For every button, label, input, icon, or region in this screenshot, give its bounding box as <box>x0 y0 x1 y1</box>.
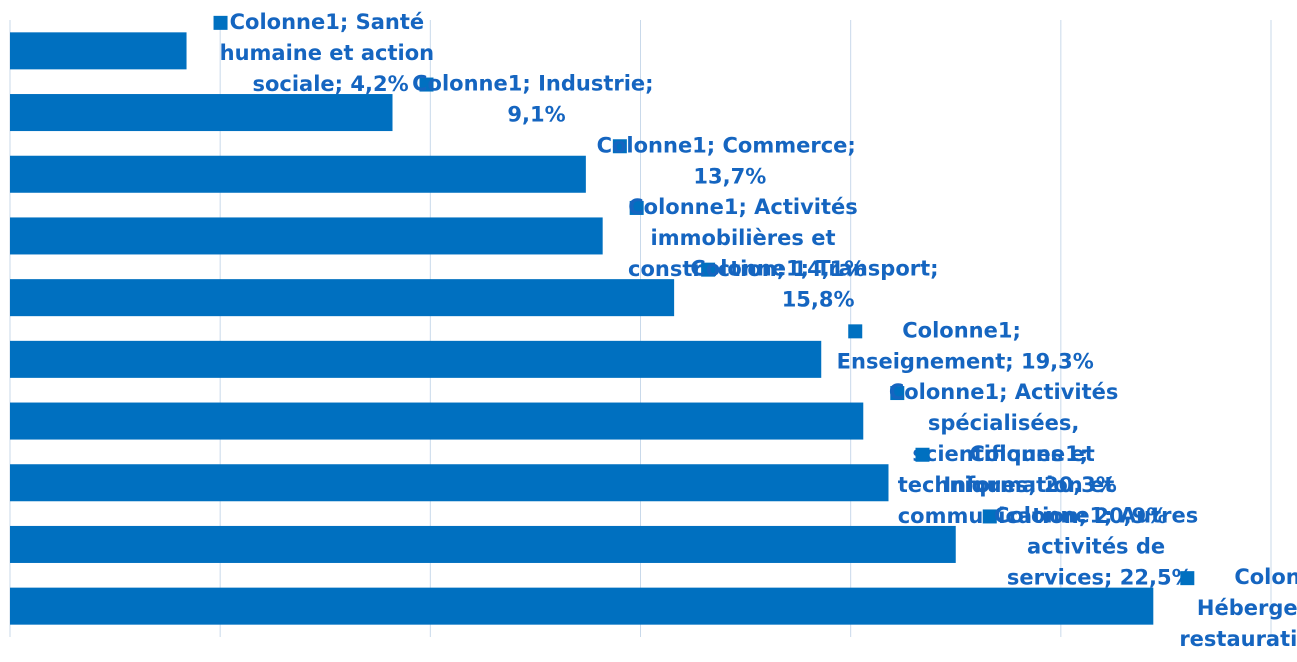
data-label: Colonne1; Transport; 15,8% <box>690 257 946 312</box>
bar <box>10 279 675 317</box>
label-marker <box>915 447 930 462</box>
data-label: Colonne1; Hébergement et restauration; 2… <box>1179 565 1297 651</box>
data-label: Colonne1; Commerce; 13,7% <box>597 133 864 188</box>
data-label: Colonne1; Activités immobilières et cons… <box>628 195 865 281</box>
data-label: Colonne1; Santé humaine et action social… <box>220 10 442 96</box>
label-marker <box>890 386 905 401</box>
bar <box>10 94 393 132</box>
label-marker <box>982 509 997 524</box>
data-label: Colonne1; Information et communication; … <box>898 442 1168 528</box>
label-marker <box>701 262 716 277</box>
bar <box>10 464 889 502</box>
label-marker <box>213 15 228 30</box>
label-marker <box>848 324 863 339</box>
bar <box>10 32 187 70</box>
bar <box>10 340 822 378</box>
bar <box>10 402 864 440</box>
bar <box>10 525 956 563</box>
data-label: Colonne1; Enseignement; 19,3% <box>837 318 1094 373</box>
bar <box>10 587 1154 625</box>
bar <box>10 217 603 255</box>
label-marker <box>419 77 434 92</box>
label-marker <box>1180 571 1195 586</box>
data-label: Colonne1; Activités spécialisées, scient… <box>889 380 1126 497</box>
label-marker <box>612 139 627 154</box>
data-label: Colonne1; Autres activités de services; … <box>994 503 1206 589</box>
bar <box>10 155 586 193</box>
data-label: Colonne1; Industrie; 9,1% <box>412 72 661 127</box>
label-marker <box>629 200 644 215</box>
